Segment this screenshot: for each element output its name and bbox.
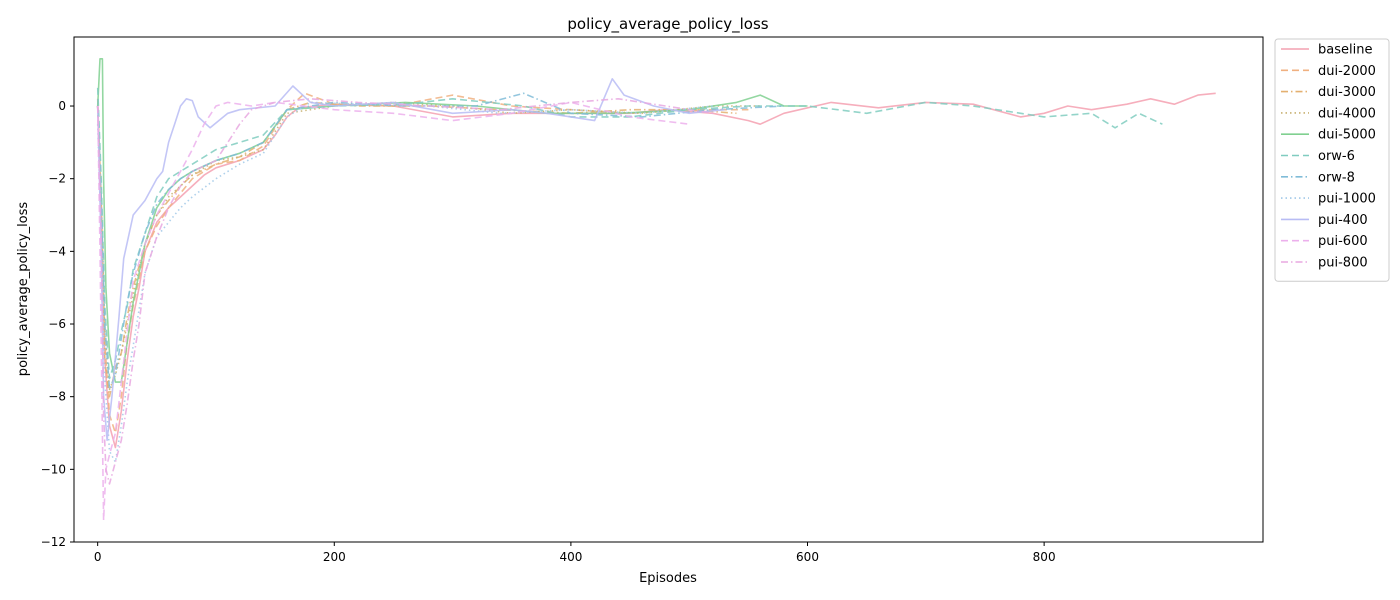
series-line-dui-4000 xyxy=(96,101,761,391)
legend-label-orw-8: orw-8 xyxy=(1318,170,1355,185)
x-tick-label: 800 xyxy=(1033,550,1056,564)
legend-label-dui-4000: dui-4000 xyxy=(1318,106,1376,121)
series-line-pui-800 xyxy=(96,98,714,485)
series-line-pui-1000 xyxy=(96,101,713,463)
plot-area xyxy=(73,36,1264,543)
y-axis-title: policy_average_policy_loss xyxy=(16,202,31,377)
legend-label-pui-400: pui-400 xyxy=(1318,213,1368,228)
series-line-orw-8 xyxy=(96,92,784,391)
legend-label-pui-800: pui-800 xyxy=(1318,256,1368,271)
legend-label-orw-6: orw-6 xyxy=(1318,149,1355,164)
legend-label-pui-600: pui-600 xyxy=(1318,234,1368,249)
y-tick-label: −10 xyxy=(41,462,66,476)
y-axis: −12 −10 −8 −6 −4 −2 0 xyxy=(41,99,74,549)
legend-label-baseline: baseline xyxy=(1318,43,1372,58)
legend-label-dui-2000: dui-2000 xyxy=(1318,64,1376,79)
legend-frame xyxy=(1274,38,1390,282)
y-tick-label: −12 xyxy=(41,535,66,549)
y-tick-label: 0 xyxy=(58,99,66,113)
legend-label-dui-5000: dui-5000 xyxy=(1318,128,1376,143)
legend-label-dui-3000: dui-3000 xyxy=(1318,85,1376,100)
x-tick-label: 0 xyxy=(94,550,102,564)
x-axis: 0 200 400 600 800 xyxy=(94,542,1056,564)
x-tick-label: 600 xyxy=(796,550,819,564)
x-axis-title: Episodes xyxy=(639,571,697,586)
chart-title: policy_average_policy_loss xyxy=(567,15,768,34)
y-tick-label: −6 xyxy=(48,317,66,331)
legend-label-pui-1000: pui-1000 xyxy=(1318,192,1376,207)
series-line-pui-600 xyxy=(96,101,690,521)
y-tick-label: −2 xyxy=(48,172,66,186)
legend: baseline dui-2000 dui-3000 dui-4000 dui-5000… xyxy=(1274,38,1390,282)
x-tick-label: 200 xyxy=(323,550,346,564)
series-layer xyxy=(96,58,1216,521)
y-tick-label: −8 xyxy=(48,390,66,404)
series-line-orw-6 xyxy=(96,87,1163,380)
series-line-pui-400 xyxy=(96,78,725,442)
x-tick-label: 400 xyxy=(559,550,582,564)
y-tick-label: −4 xyxy=(48,244,66,258)
